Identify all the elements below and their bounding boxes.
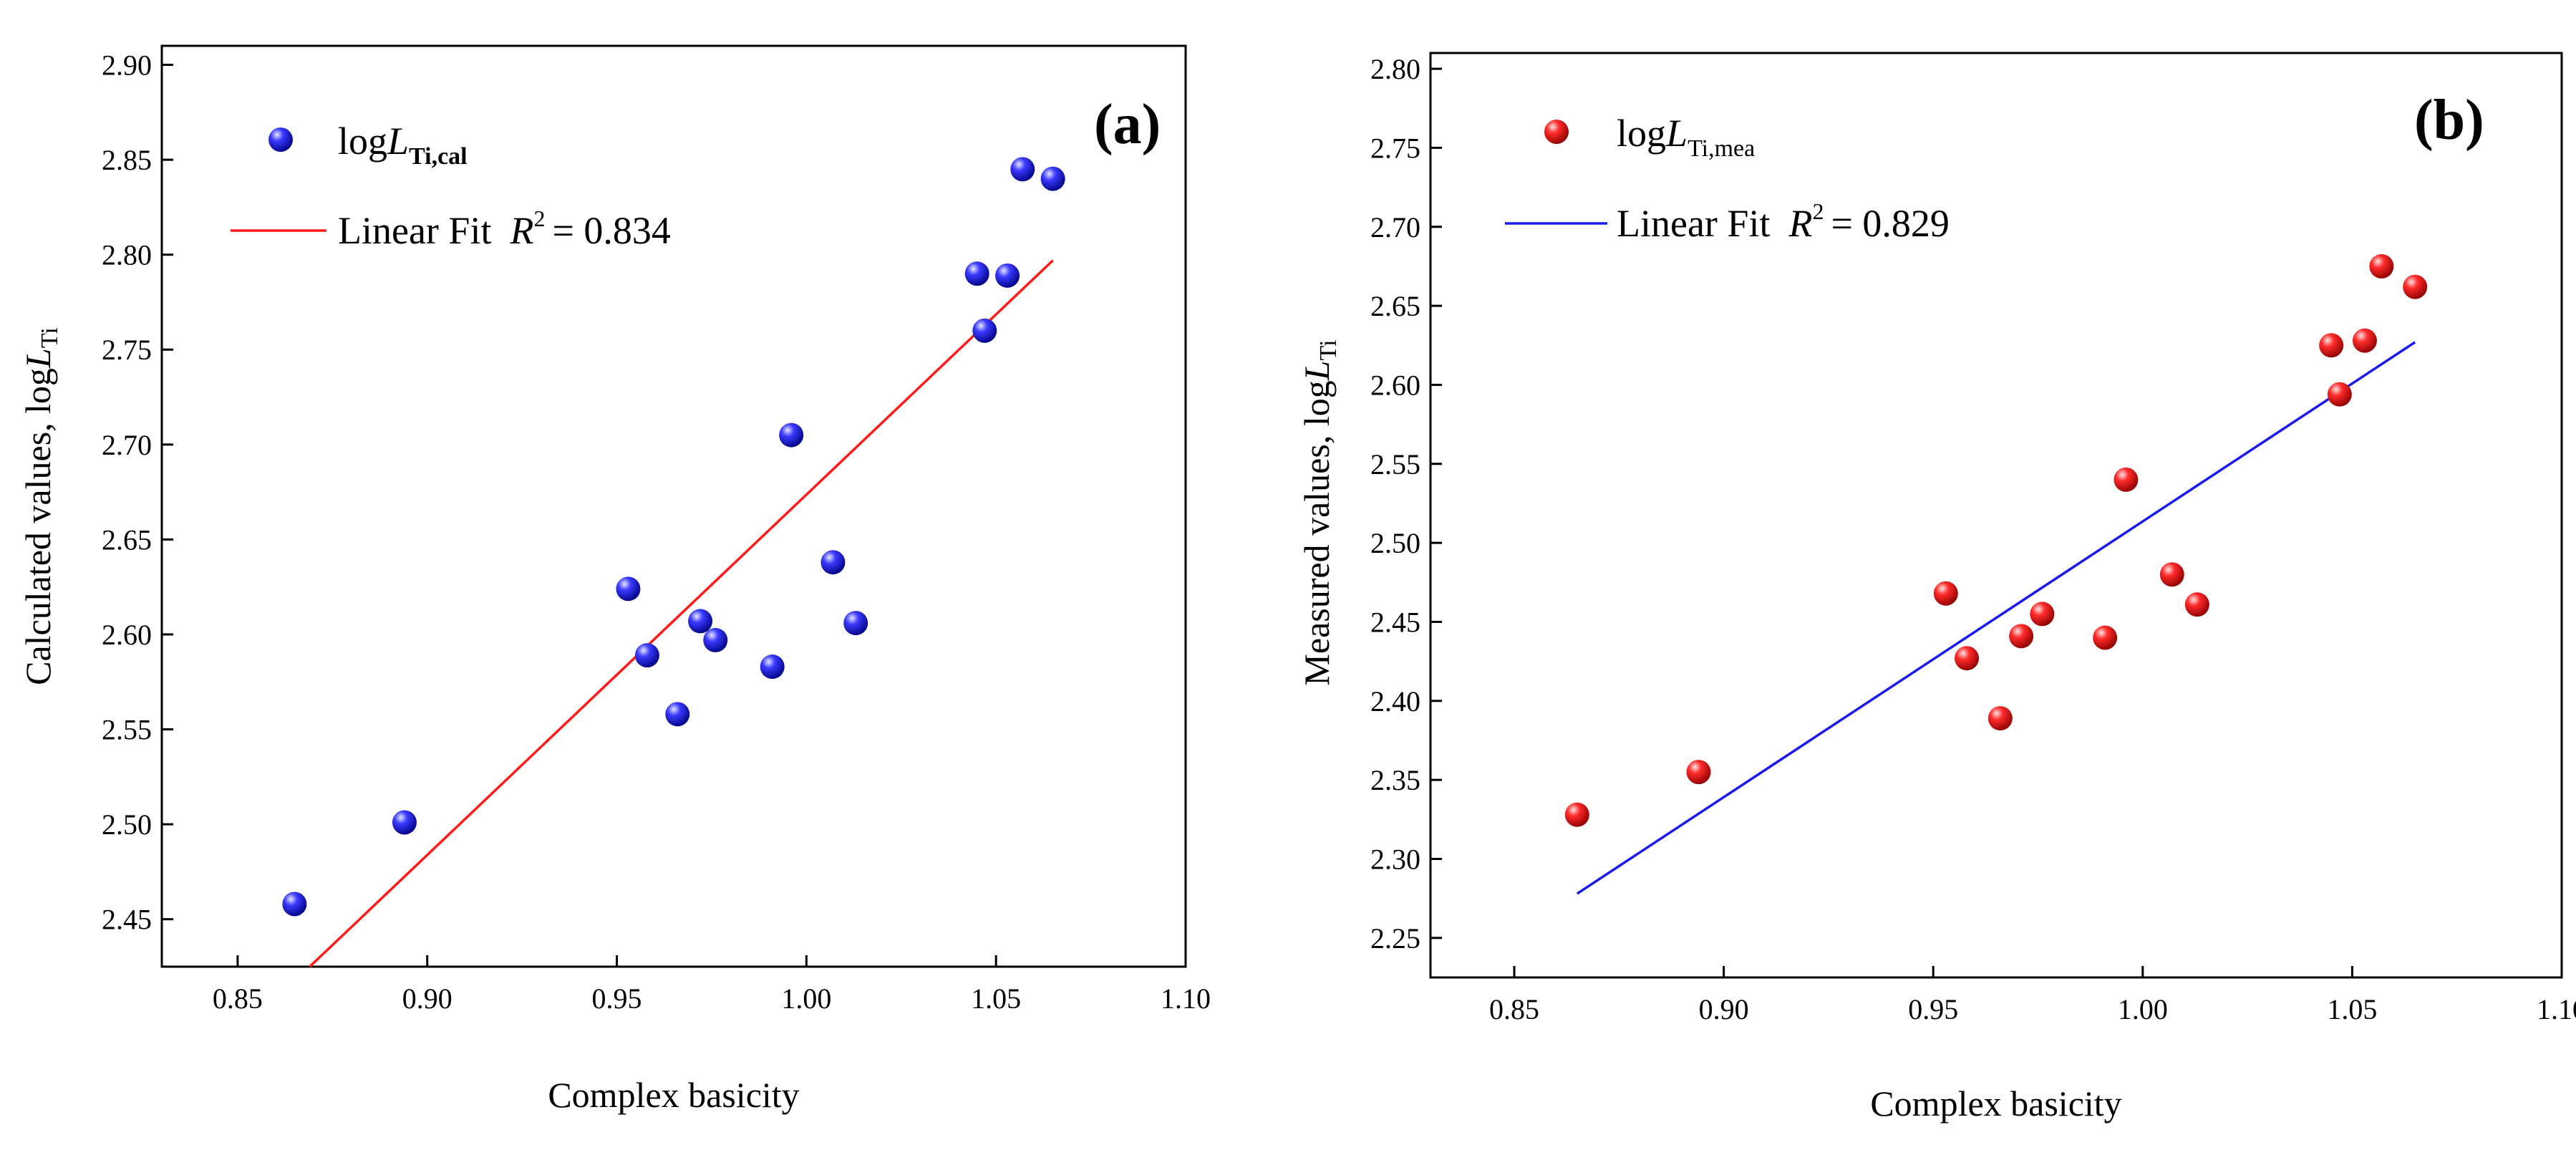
data-point — [665, 702, 690, 727]
y-tick-label: 2.40 — [1370, 685, 1420, 717]
x-tick-label: 1.10 — [2537, 993, 2576, 1025]
y-tick-label: 2.80 — [1370, 53, 1420, 85]
x-tick-label: 1.05 — [2327, 993, 2377, 1025]
y-tick-label: 2.90 — [102, 49, 152, 82]
legend-label-fit: Linear Fit R2 = 0.829 — [1617, 198, 1950, 245]
data-point — [634, 643, 659, 668]
y-tick-label: 2.55 — [102, 714, 152, 746]
data-point — [820, 550, 846, 575]
y-tick-label: 2.75 — [102, 334, 152, 366]
data-point — [2184, 592, 2209, 617]
data-point — [2093, 625, 2118, 650]
data-point — [2352, 328, 2377, 353]
data-point — [972, 318, 997, 343]
data-point — [1933, 581, 1958, 606]
data-point — [2403, 274, 2428, 299]
x-tick-label: 0.85 — [213, 982, 263, 1015]
x-tick-label: 1.00 — [2118, 993, 2168, 1025]
y-tick-label: 2.35 — [1370, 764, 1420, 796]
data-point — [843, 611, 868, 636]
data-point — [392, 810, 417, 835]
chart-a-svg: 2.45 2.50 2.55 2.60 2.65 2.70 2.75 2.80 2.85 2.90… — [18, 44, 1211, 1115]
x-tick-label: 1.00 — [781, 982, 831, 1015]
y-tick-label: 2.65 — [1370, 290, 1420, 322]
panel-label: (a) — [1094, 93, 1161, 156]
y-axis-title: Calculated values, logLTi — [18, 327, 63, 685]
data-points — [1564, 253, 2428, 827]
data-point — [2327, 382, 2352, 407]
data-point — [2009, 624, 2034, 649]
x-axis-title: Complex basicity — [548, 1075, 799, 1115]
x-tick-label: 1.05 — [971, 982, 1021, 1015]
x-tick-label: 0.95 — [592, 982, 642, 1015]
y-tick-label: 2.85 — [102, 144, 152, 176]
y-tick-label: 2.80 — [102, 239, 152, 271]
data-point — [760, 654, 785, 680]
data-point — [2319, 333, 2344, 358]
x-tick-label: 1.10 — [1161, 982, 1211, 1015]
chart-panel-b: 2.25 2.30 2.35 2.40 2.45 2.50 2.55 2.60 2.65 2.70… — [1274, 0, 2576, 1150]
legend-label-fit: Linear Fit R2 = 0.834 — [338, 206, 671, 252]
legend-label-points: logLTi,mea — [1617, 112, 1755, 162]
x-axis-title: Complex basicity — [1870, 1083, 2121, 1124]
legend-marker-points — [1544, 120, 1569, 144]
y-tick-label: 2.65 — [102, 523, 152, 556]
data-point — [1040, 166, 1065, 191]
y-tick-label: 2.45 — [102, 904, 152, 936]
chart-b-svg: 2.25 2.30 2.35 2.40 2.45 2.50 2.55 2.60 2.65 2.70… — [1297, 52, 2576, 1124]
data-point — [2030, 601, 2055, 627]
data-point — [703, 627, 728, 652]
data-point — [995, 263, 1020, 288]
plot-frame — [1429, 52, 2563, 979]
y-tick-label: 2.70 — [1370, 211, 1420, 243]
data-point — [1010, 157, 1035, 182]
y-tick-label: 2.60 — [1370, 369, 1420, 401]
data-point — [1955, 646, 1980, 671]
x-axis-ticks: 0.85 0.90 0.95 1.00 1.05 1.10 — [1489, 966, 2576, 1025]
data-point — [2369, 253, 2394, 279]
y-tick-label: 2.25 — [1370, 922, 1420, 955]
fit-line-group — [1576, 341, 2416, 895]
legend-label-points: logLTi,cal — [338, 120, 468, 170]
y-axis-title: Measured values, logLTi — [1297, 339, 1342, 685]
legend-marker-points — [268, 127, 293, 152]
chart-panel-a: 2.45 2.50 2.55 2.60 2.65 2.70 2.75 2.80 2.85 2.90… — [0, 0, 1260, 1150]
x-tick-label: 0.95 — [1908, 993, 1958, 1025]
data-point — [282, 892, 307, 917]
y-tick-label: 2.30 — [1370, 843, 1420, 875]
y-tick-label: 2.70 — [102, 429, 152, 461]
data-point — [779, 422, 804, 448]
x-tick-label: 0.90 — [1699, 993, 1749, 1025]
data-point — [964, 261, 989, 286]
data-point — [2113, 467, 2139, 492]
data-point — [1686, 760, 1711, 785]
fit-line-group — [309, 259, 1054, 968]
data-point — [616, 576, 641, 601]
data-points — [282, 157, 1065, 917]
fit-line — [309, 259, 1054, 968]
panel-label: (b) — [2414, 89, 2484, 152]
y-axis-ticks: 2.25 2.30 2.35 2.40 2.45 2.50 2.55 2.60 2.65 2.70… — [1370, 53, 1442, 955]
fit-line — [1576, 341, 2416, 895]
data-point — [2159, 562, 2184, 587]
x-tick-label: 0.90 — [402, 982, 452, 1015]
y-tick-label: 2.50 — [1370, 527, 1420, 559]
x-axis-ticks: 0.85 0.90 0.95 1.00 1.05 1.10 — [213, 955, 1211, 1015]
data-point — [1564, 802, 1589, 827]
y-tick-label: 2.50 — [102, 808, 152, 841]
data-point — [688, 609, 713, 634]
data-point — [1987, 706, 2013, 731]
y-tick-label: 2.55 — [1370, 448, 1420, 480]
plot-frame — [160, 44, 1187, 968]
y-tick-label: 2.60 — [102, 619, 152, 651]
y-tick-label: 2.45 — [1370, 606, 1420, 638]
y-axis-ticks: 2.45 2.50 2.55 2.60 2.65 2.70 2.75 2.80 2.85 2.90 — [102, 49, 173, 936]
x-tick-label: 0.85 — [1489, 993, 1539, 1025]
y-tick-label: 2.75 — [1370, 132, 1420, 164]
